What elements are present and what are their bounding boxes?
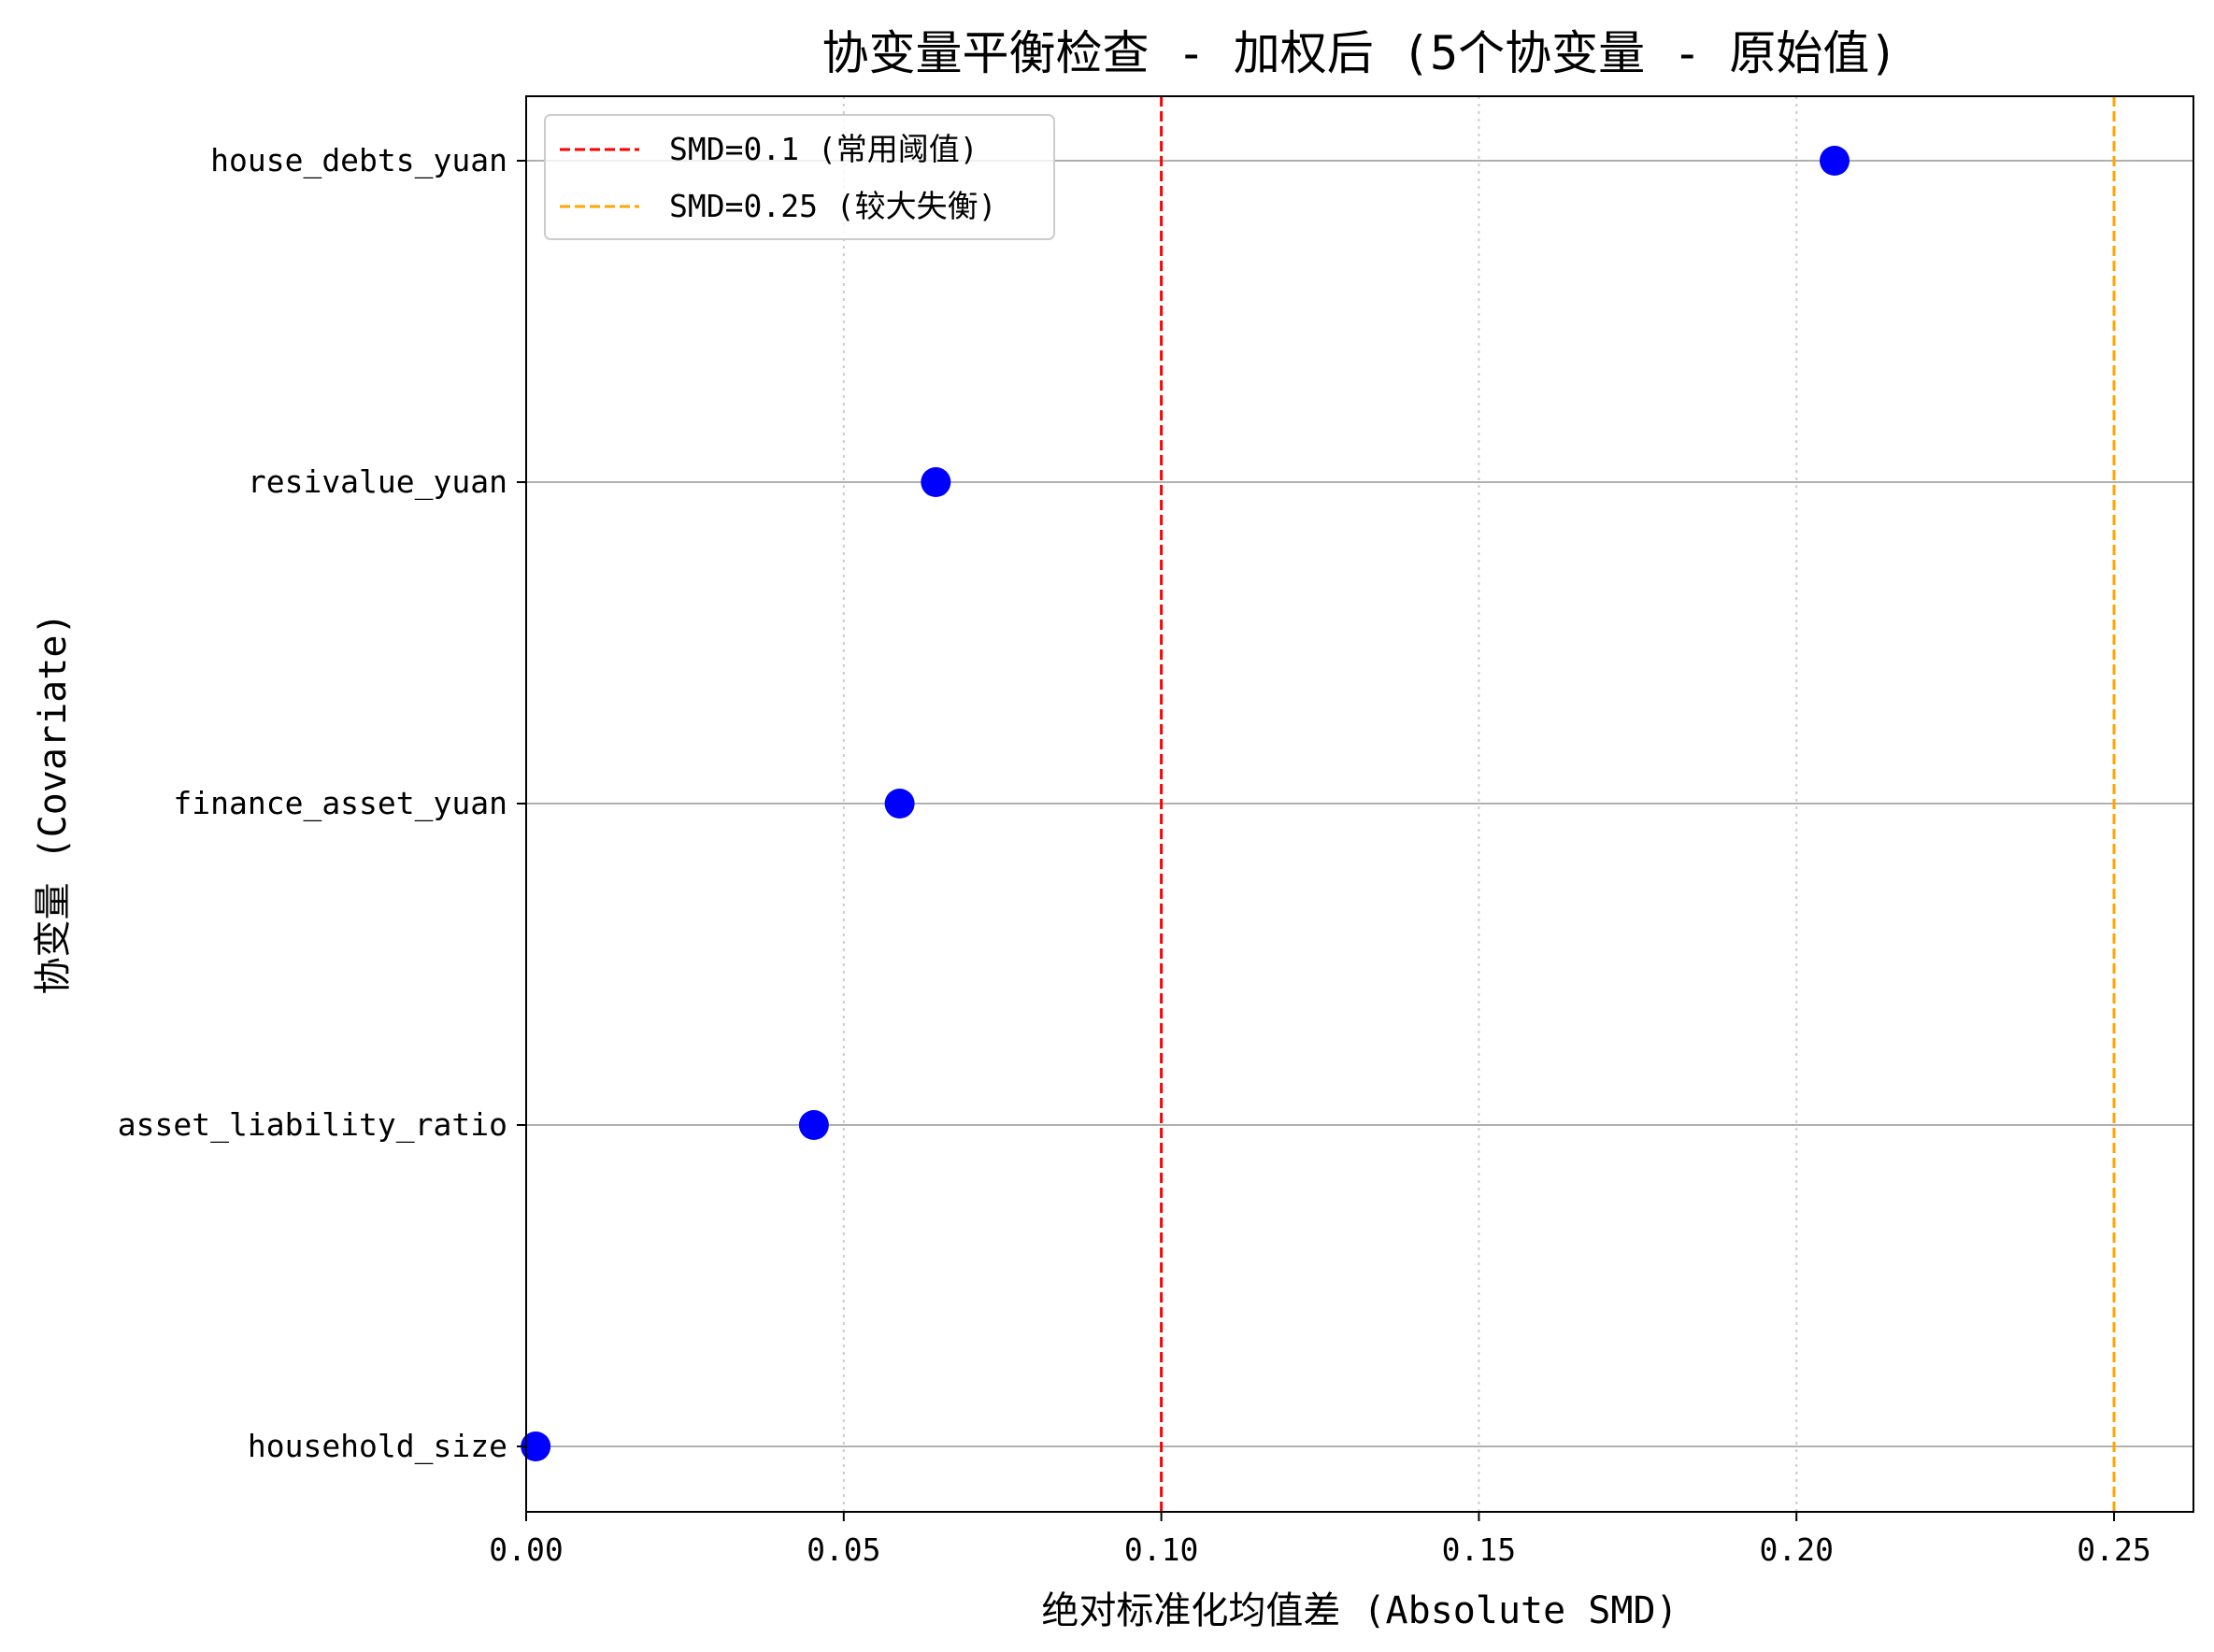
data-point bbox=[884, 789, 915, 819]
x-tick-label: 0.10 bbox=[1124, 1531, 1198, 1568]
data-point bbox=[521, 1431, 551, 1461]
x-tick-label: 0.15 bbox=[1442, 1531, 1516, 1568]
y-tick-label: resivalue_yuan bbox=[248, 463, 507, 501]
legend: SMD=0.1 (常用阈值) SMD=0.25 (较大失衡) bbox=[544, 114, 1055, 240]
chart-title: 协变量平衡检查 - 加权后 (5个协变量 - 原始值) bbox=[821, 26, 1897, 80]
y-tick-label: house_debts_yuan bbox=[210, 142, 507, 179]
data-points bbox=[521, 146, 1850, 1461]
axis-ticks: 0.00 0.05 0.10 0.15 0.20 0.25 house_debts_yuan… bbox=[118, 142, 2151, 1568]
legend-label: SMD=0.1 (常用阈值) bbox=[669, 131, 978, 167]
legend-label: SMD=0.25 (较大失衡) bbox=[669, 188, 997, 224]
x-axis-label: 绝对标准化均值差 (Absolute SMD) bbox=[1041, 1589, 1678, 1632]
data-point bbox=[921, 467, 951, 497]
legend-box bbox=[544, 114, 1055, 240]
x-tick-label: 0.25 bbox=[2077, 1531, 2150, 1568]
y-tick-label: finance_asset_yuan bbox=[173, 785, 507, 822]
x-tick-label: 0.00 bbox=[489, 1531, 563, 1568]
y-axis-label: 协变量 (Covariate) bbox=[32, 613, 75, 995]
data-point bbox=[798, 1110, 829, 1140]
x-tick-label: 0.20 bbox=[1759, 1531, 1833, 1568]
y-tick-label: household_size bbox=[248, 1428, 507, 1465]
x-tick-label: 0.05 bbox=[807, 1531, 880, 1568]
threshold-lines bbox=[1160, 96, 2116, 1512]
data-point bbox=[1820, 146, 1850, 176]
y-tick-label: asset_liability_ratio bbox=[118, 1106, 507, 1144]
